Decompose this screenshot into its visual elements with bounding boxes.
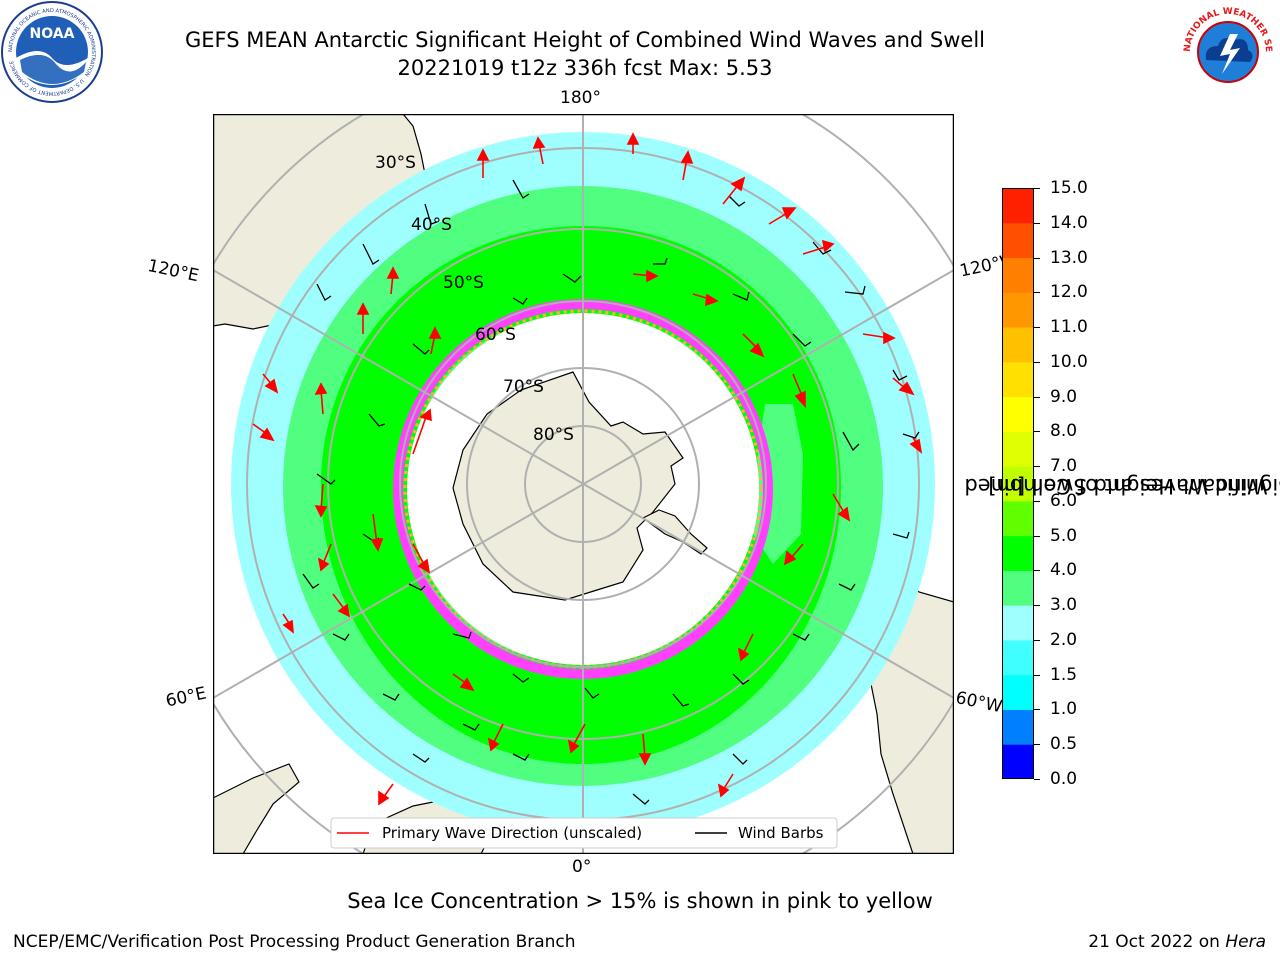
colorbar: [1002, 188, 1034, 779]
lat-label-50: 50°S: [443, 273, 484, 293]
branch-credit: NCEP/EMC/Verification Post Processing Pr…: [13, 932, 576, 952]
run-date: 21 Oct 2022 on Hera: [1088, 932, 1266, 952]
colorbar-segment: [1002, 222, 1034, 259]
colorbar-tick-mark: [1034, 605, 1040, 607]
polar-map: 30°S 40°S 50°S 60°S 70°S 80°S Primary Wa…: [213, 114, 954, 854]
map-border: [213, 114, 954, 854]
graticule: [213, 114, 954, 854]
lat-label-70: 70°S: [503, 377, 544, 397]
legend-barb-label: Wind Barbs: [738, 824, 824, 842]
lon-label-left-upper: 120°E: [145, 256, 201, 287]
colorbar-tick-mark: [1034, 292, 1040, 294]
sea-ice-yellow: [403, 309, 763, 669]
colorbar-segment: [1002, 361, 1034, 398]
lon-label-left-lower: 60°E: [164, 683, 209, 712]
legend-wave-label: Primary Wave Direction (unscaled): [382, 824, 642, 842]
wind-barbs: [302, 179, 920, 805]
colorbar-tick-mark: [1034, 779, 1040, 780]
colorbar-border: [1002, 188, 1034, 779]
lat-label-80: 80°S: [533, 425, 574, 445]
colorbar-segment: [1002, 674, 1034, 710]
run-date-text: 21 Oct 2022 on: [1088, 932, 1220, 952]
title-line-2: 20221019 t12z 336h fcst Max: 5.53: [397, 56, 773, 80]
colorbar-segment: [1002, 327, 1034, 363]
colorbar-segment: [1002, 709, 1034, 745]
colorbar-segment: [1002, 396, 1034, 432]
colorbar-tick-mark: [1034, 466, 1040, 468]
lat-label-30: 30°S: [375, 153, 416, 173]
colorbar-tick-label: 0.0: [1050, 769, 1078, 789]
colorbar-segment: [1002, 257, 1034, 293]
colorbar-tick-label: 0.5: [1050, 734, 1078, 755]
colorbar-segment: [1002, 292, 1034, 328]
colorbar-ticks: 0.0 0.5 1.0 1.5 2.0 3.0 4.0 5.0 6.0 7.0 8.0 9.0 10.0…: [1034, 178, 1104, 789]
colorbar-tick-mark: [1034, 327, 1040, 329]
colorbar-tick-label: 1.0: [1050, 699, 1078, 720]
noaa-logo: NOAA NATIONAL OCEANIC AND ATMOSPHERIC AD…: [1, 1, 103, 103]
colorbar-tick-label: 1.5: [1050, 664, 1078, 685]
colorbar-tick-mark: [1034, 570, 1040, 572]
colorbar-segment: [1002, 639, 1034, 676]
run-host: Hera: [1225, 932, 1266, 952]
colorbar-segment: [1002, 431, 1034, 467]
lat-label-60: 60°S: [475, 325, 516, 345]
nws-logo: NATIONAL WEATHER SERVICE: [1176, 0, 1276, 100]
colorbar-tick-mark: [1034, 361, 1040, 363]
colorbar-tick-label: 12.0: [1050, 282, 1088, 303]
colorbar-tick-label: 13.0: [1050, 247, 1088, 268]
noaa-logo-text: NOAA: [30, 26, 75, 42]
colorbar-tick-label: 4.0: [1050, 560, 1078, 581]
colorbar-tick-label: 15.0: [1050, 178, 1088, 198]
land-antarctic-peninsula: [641, 509, 708, 555]
colorbar-segment: [1002, 605, 1034, 641]
colorbar-tick-mark: [1034, 257, 1040, 259]
colorbar-tick-mark: [1034, 709, 1040, 711]
colorbar-tick-mark: [1034, 188, 1040, 189]
colorbar-tick-mark: [1034, 639, 1040, 641]
colorbar-tick-mark: [1034, 674, 1040, 676]
colorbar-segment: [1002, 500, 1034, 537]
colorbar-segment: [1002, 570, 1034, 606]
lon-label-bottom: 0°: [572, 857, 592, 877]
wave-direction-arrows: [252, 132, 923, 806]
map-legend: Primary Wave Direction (unscaled) Wind B…: [330, 817, 838, 849]
colorbar-tick-mark: [1034, 431, 1040, 433]
colorbar-tick-label: 8.0: [1050, 421, 1078, 442]
colorbar-segment: [1002, 744, 1034, 779]
title-line-1: GEFS MEAN Antarctic Significant Height o…: [184, 28, 986, 52]
colorbar-tick-label: 6.0: [1050, 490, 1078, 511]
colorbar-tick-mark: [1034, 500, 1040, 502]
colorbar-tick-label: 9.0: [1050, 386, 1078, 407]
lon-label-top: 180°: [560, 88, 601, 108]
colorbar-segment: [1002, 188, 1034, 224]
lon-label-right-lower: 60°W: [953, 688, 1004, 718]
colorbar-segment: [1002, 466, 1034, 502]
colorbar-segment: [1002, 535, 1034, 571]
sea-ice-note: Sea Ice Concentration > 15% is shown in …: [347, 889, 933, 913]
colorbar-label-line2: Wind Waves and Swell [m]: [988, 474, 1268, 498]
colorbar-tick-mark: [1034, 222, 1040, 224]
colorbar-tick-label: 3.0: [1050, 595, 1078, 616]
colorbar-tick-label: 11.0: [1050, 317, 1088, 338]
plot-title: GEFS MEAN Antarctic Significant Height o…: [0, 26, 1170, 82]
colorbar-tick-mark: [1034, 535, 1040, 537]
colorbar-tick-label: 10.0: [1050, 351, 1088, 372]
lat-label-40: 40°S: [411, 215, 452, 235]
colorbar-tick-mark: [1034, 744, 1040, 746]
colorbar-tick-label: 2.0: [1050, 629, 1078, 650]
colorbar-tick-label: 14.0: [1050, 212, 1088, 233]
colorbar-tick-label: 7.0: [1050, 456, 1078, 477]
colorbar-tick-label: 5.0: [1050, 525, 1078, 546]
land-antarctica: [452, 371, 684, 601]
colorbar-tick-mark: [1034, 396, 1040, 398]
